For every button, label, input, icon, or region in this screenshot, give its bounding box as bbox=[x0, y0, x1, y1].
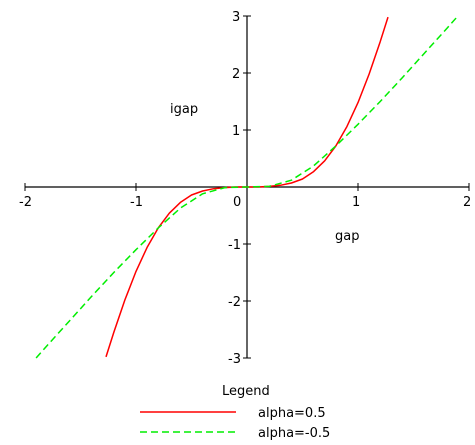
x-tick-label: 2 bbox=[463, 195, 471, 210]
x-tick-label: 0 bbox=[233, 195, 241, 210]
legend-title: Legend bbox=[222, 384, 270, 399]
ticks: -2 -1 0 1 2 -3 -2 -1 1 2 3 bbox=[19, 10, 471, 367]
legend-label-alpha-minus-0.5: alpha=-0.5 bbox=[258, 426, 330, 441]
y-tick-label: -3 bbox=[228, 352, 241, 367]
curves bbox=[35, 15, 459, 359]
legend: Legend alpha=0.5 alpha=-0.5 bbox=[140, 384, 330, 441]
y-tick-label: 1 bbox=[232, 124, 240, 139]
y-axis-label: igap bbox=[170, 102, 198, 117]
series-line-alpha-minus-0.5 bbox=[35, 15, 459, 359]
x-axis-label: gap bbox=[335, 229, 359, 244]
y-tick-label: 2 bbox=[232, 67, 240, 82]
x-tick-label: -1 bbox=[130, 195, 143, 210]
x-tick-label: -2 bbox=[19, 195, 32, 210]
legend-label-alpha-0.5: alpha=0.5 bbox=[258, 406, 326, 421]
x-tick-label: 1 bbox=[352, 195, 360, 210]
y-tick-label: -1 bbox=[228, 238, 241, 253]
y-tick-label: 3 bbox=[232, 10, 240, 25]
y-tick-label: -2 bbox=[228, 295, 241, 310]
